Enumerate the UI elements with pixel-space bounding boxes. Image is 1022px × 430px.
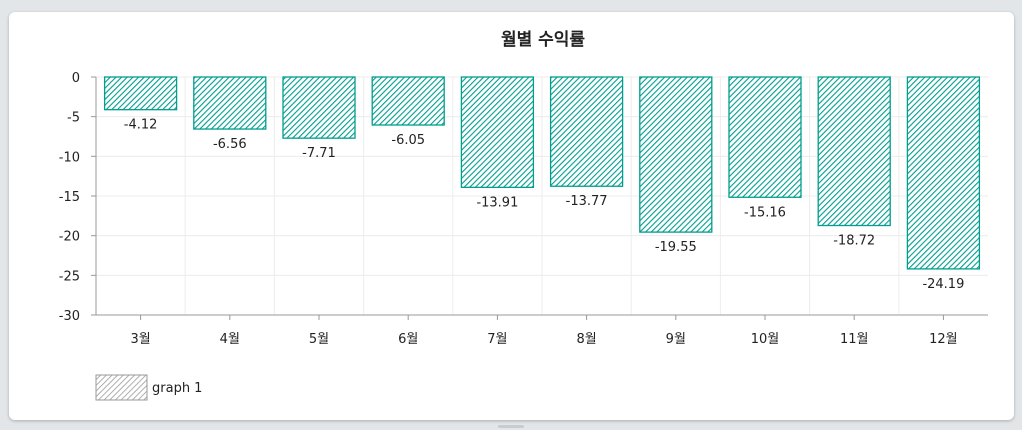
legend-swatch bbox=[95, 374, 148, 401]
legend-label: graph 1 bbox=[152, 381, 202, 396]
x-tick-label: 3월 bbox=[130, 332, 150, 347]
y-tick-label: -10 bbox=[59, 150, 80, 165]
bar[interactable] bbox=[193, 76, 267, 130]
y-tick-label: -5 bbox=[67, 111, 80, 126]
x-tick-label: 12월 bbox=[929, 332, 958, 347]
y-tick-label: 0 bbox=[72, 71, 80, 86]
bar[interactable] bbox=[549, 76, 624, 187]
bar[interactable] bbox=[460, 76, 535, 189]
bar[interactable] bbox=[371, 76, 445, 126]
x-tick-label: 11월 bbox=[840, 332, 869, 347]
bars bbox=[103, 76, 981, 270]
x-tick-label: 10월 bbox=[751, 332, 780, 347]
x-tick-label: 4월 bbox=[220, 332, 240, 347]
data-label: -13.91 bbox=[476, 195, 518, 210]
data-label: -6.05 bbox=[391, 133, 425, 148]
bar[interactable] bbox=[103, 76, 178, 111]
y-tick-label: -15 bbox=[59, 190, 80, 205]
x-tick-label: 6월 bbox=[398, 332, 418, 347]
x-tick-label: 5월 bbox=[309, 332, 329, 347]
bar[interactable] bbox=[639, 76, 713, 233]
data-label: -13.77 bbox=[566, 194, 608, 209]
bar[interactable] bbox=[906, 76, 981, 270]
data-label: -6.56 bbox=[213, 137, 247, 152]
x-tick-label: 7월 bbox=[487, 332, 507, 347]
bar[interactable] bbox=[728, 76, 802, 198]
data-label: -15.16 bbox=[744, 205, 786, 220]
bar[interactable] bbox=[817, 76, 891, 227]
data-label: -4.12 bbox=[124, 118, 158, 133]
data-label: -24.19 bbox=[922, 277, 964, 292]
data-labels: -4.12 -6.56 -7.71 -6.05 -13.91 -13.77 -19.55 -1… bbox=[124, 118, 965, 292]
y-tick-label: -25 bbox=[59, 269, 80, 284]
y-tick-label: -20 bbox=[59, 230, 80, 245]
legend: graph 1 bbox=[95, 374, 202, 401]
x-tick-label: 9월 bbox=[666, 332, 686, 347]
y-tick-label: -30 bbox=[59, 309, 80, 324]
resize-handle[interactable] bbox=[498, 425, 524, 428]
data-label: -19.55 bbox=[655, 240, 697, 255]
bar[interactable] bbox=[282, 76, 356, 139]
x-tick-label: 8월 bbox=[576, 332, 596, 347]
chart-title: 월별 수익률 bbox=[501, 30, 585, 50]
data-label: -7.71 bbox=[302, 146, 336, 161]
data-label: -18.72 bbox=[833, 234, 875, 249]
axes: 0 -5 -10 -15 -20 -25 -30 3월 4월 5월 6월 7월 8월 9월 10월 11월 12… bbox=[59, 71, 988, 347]
